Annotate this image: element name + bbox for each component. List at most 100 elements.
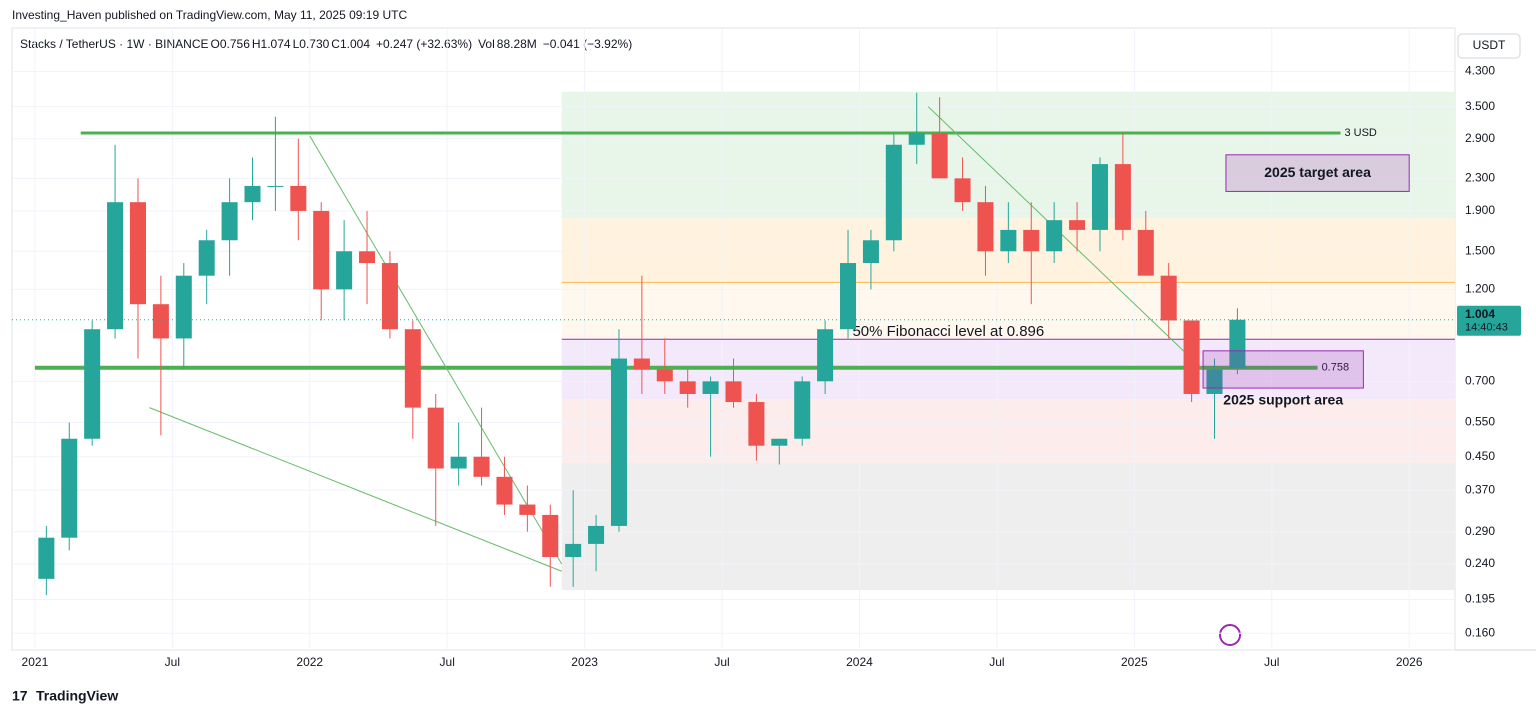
candle-body — [129, 202, 146, 305]
candle-body — [221, 202, 238, 241]
candle-body — [817, 329, 834, 382]
y-tick-label: 0.160 — [1465, 625, 1495, 639]
level-label: 3 USD — [1344, 127, 1376, 139]
y-tick-label: 1.200 — [1465, 282, 1495, 296]
candle-body — [633, 358, 650, 370]
trend-line — [309, 135, 563, 565]
publisher: Investing_Haven published on TradingView… — [12, 8, 407, 22]
y-tick-label: 1.900 — [1465, 203, 1495, 217]
symbol: Stacks / TetherUS · 1W · BINANCE — [20, 37, 209, 51]
candle-body — [725, 381, 742, 403]
x-tick-label: Jul — [165, 655, 180, 669]
y-tick-label: 0.550 — [1465, 415, 1495, 429]
x-tick-label: Jul — [1264, 655, 1279, 669]
candle-body — [542, 514, 559, 558]
x-tick-label: Jul — [989, 655, 1004, 669]
y-tick-label: 0.450 — [1465, 449, 1495, 463]
candle-body — [1023, 229, 1040, 252]
candle-body — [84, 329, 101, 439]
candle-body — [954, 178, 971, 203]
candle-body — [862, 240, 879, 264]
candle-body — [771, 438, 788, 446]
candle-body — [496, 476, 513, 505]
candle-body — [1069, 220, 1086, 230]
last-price-tag — [1457, 305, 1521, 336]
trend-line — [927, 106, 1204, 370]
candle-body — [679, 381, 696, 394]
candle-body — [1091, 164, 1108, 230]
candle-body — [359, 251, 376, 264]
candle-body — [244, 185, 261, 203]
legend-value: 1.004 — [340, 37, 370, 51]
alert-icon[interactable] — [1219, 624, 1241, 646]
candle-body — [1114, 164, 1131, 230]
candle-body — [38, 537, 55, 579]
candle-body — [977, 202, 994, 252]
fib-zone — [561, 399, 1455, 463]
candle-body — [267, 185, 284, 187]
brand: TradingView — [36, 688, 118, 704]
volume-change: −0.041 (−3.92%) — [543, 37, 632, 51]
candle-body — [1183, 320, 1200, 394]
y-tick-label: 2.900 — [1465, 131, 1495, 145]
x-tick-label: 2021 — [22, 655, 49, 669]
candle-body — [794, 381, 811, 439]
candle-body — [61, 438, 78, 538]
candle-body — [702, 381, 719, 394]
candle-body — [473, 456, 490, 477]
x-tick-label: Jul — [440, 655, 455, 669]
candle-body — [198, 240, 215, 276]
annotation-box — [1225, 154, 1410, 192]
volume-key: Vol — [478, 37, 495, 51]
candle-body — [588, 525, 605, 544]
currency: USDT — [1473, 38, 1506, 52]
currency-button[interactable] — [1457, 33, 1521, 59]
y-tick-label: 4.300 — [1465, 64, 1495, 78]
candle-body — [1137, 229, 1154, 276]
candle-body — [519, 504, 536, 515]
candle-body — [656, 369, 673, 382]
level-label: 0.758 — [1322, 362, 1350, 374]
y-tick-label: 1.500 — [1465, 243, 1495, 257]
legend-value: 1.074 — [261, 37, 291, 51]
candle-body — [290, 185, 307, 211]
candle-body — [1000, 229, 1017, 252]
legend: Stacks / TetherUS · 1W · BINANCE O 0.756 H 1… — [20, 37, 632, 51]
candle-body — [107, 202, 124, 330]
candle-body — [931, 132, 948, 179]
candle-body — [450, 456, 467, 469]
y-tick-label: 0.700 — [1465, 374, 1495, 388]
candle-body — [748, 402, 765, 446]
candle-body — [404, 329, 421, 408]
y-tick-label: 3.500 — [1465, 99, 1495, 113]
candle-body — [336, 251, 353, 290]
candle-body — [1160, 275, 1177, 321]
annotation-label: 2025 target area — [1264, 164, 1371, 180]
y-tick-label: 0.195 — [1465, 592, 1495, 606]
candle-body — [840, 263, 857, 330]
candle-body — [427, 407, 444, 469]
candle-body — [152, 304, 169, 339]
y-tick-label: 0.370 — [1465, 482, 1495, 496]
x-tick-label: 2022 — [296, 655, 323, 669]
candle-body — [1229, 319, 1246, 369]
annotation-label: 2025 support area — [1223, 392, 1343, 408]
candle-body — [313, 210, 330, 290]
volume-value: 88.28M — [497, 37, 537, 51]
y-tick-label: 2.300 — [1465, 170, 1495, 184]
annotation-box — [1202, 350, 1364, 389]
y-tick-label: 0.290 — [1465, 524, 1495, 538]
candle-body — [885, 144, 902, 241]
candle-body — [381, 263, 398, 330]
legend-change: +0.247 (+32.63%) — [376, 37, 472, 51]
countdown: 14:40:43 — [1465, 322, 1508, 334]
candle-body — [1046, 220, 1063, 252]
candle-body — [610, 358, 627, 526]
candle-body — [565, 543, 582, 558]
legend-key: L — [293, 37, 300, 51]
x-tick-label: 2025 — [1121, 655, 1148, 669]
brand-logo: 17 — [12, 688, 28, 704]
candle-body — [908, 132, 925, 145]
x-tick-label: 2024 — [846, 655, 873, 669]
legend-key: H — [252, 37, 261, 51]
